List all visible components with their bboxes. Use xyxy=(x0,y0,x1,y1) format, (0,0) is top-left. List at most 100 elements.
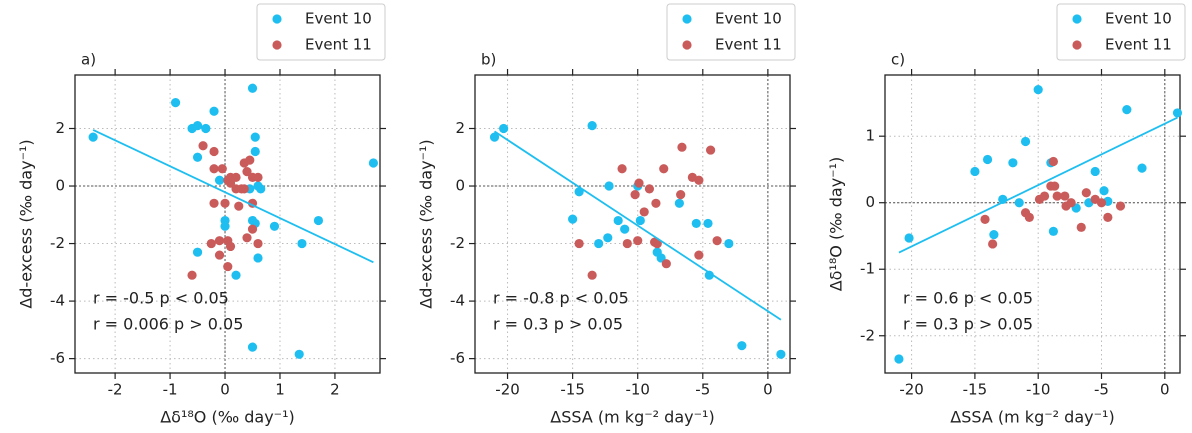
point xyxy=(269,221,280,231)
point xyxy=(651,198,661,208)
point xyxy=(209,164,219,174)
point xyxy=(192,247,203,257)
panel-label: b) xyxy=(481,51,496,69)
point xyxy=(1066,198,1076,208)
y-tick-label: 2 xyxy=(455,119,465,137)
point xyxy=(1048,156,1058,167)
plot-frame xyxy=(884,74,1181,374)
point xyxy=(594,238,604,249)
point xyxy=(1115,201,1126,211)
point xyxy=(250,132,260,142)
point xyxy=(1137,163,1147,173)
legend-label: Event 11 xyxy=(1105,36,1172,54)
y-tick-label: -2 xyxy=(860,326,875,344)
point xyxy=(489,132,500,142)
point xyxy=(225,178,236,188)
point xyxy=(253,253,263,263)
x-tick-label: 0 xyxy=(1160,381,1170,399)
point xyxy=(982,154,993,165)
point xyxy=(297,238,307,249)
legend-label: Event 11 xyxy=(715,36,782,54)
y-axis-label: Δδ¹⁸O (‰ day⁻¹) xyxy=(827,157,846,292)
point xyxy=(604,181,614,191)
point xyxy=(217,164,227,174)
y-tick-label: 1 xyxy=(865,127,875,145)
point xyxy=(894,354,904,364)
y-axis-label: Δd-excess (‰ day⁻¹) xyxy=(417,139,436,308)
point xyxy=(499,123,509,134)
x-axis-label: Δδ¹⁸O (‰ day⁻¹) xyxy=(160,408,295,427)
fit-line xyxy=(494,130,782,321)
x-tick-label: -10 xyxy=(1026,381,1051,399)
point xyxy=(247,342,258,352)
point xyxy=(1014,198,1024,208)
point xyxy=(661,259,671,269)
point xyxy=(1060,191,1070,201)
point xyxy=(587,121,597,131)
y-tick-label: 0 xyxy=(865,193,875,211)
point xyxy=(904,233,914,243)
point xyxy=(980,214,990,224)
point xyxy=(1103,212,1113,222)
panel-label: c) xyxy=(891,51,905,69)
point xyxy=(245,155,255,165)
point xyxy=(674,198,684,208)
point xyxy=(198,141,208,151)
point xyxy=(209,198,219,208)
point xyxy=(201,123,211,134)
point xyxy=(1172,108,1183,118)
plot-frame xyxy=(474,74,791,374)
legend-box xyxy=(666,3,796,61)
point xyxy=(568,214,578,224)
y-tick-label: -6 xyxy=(450,349,465,367)
y-tick-label: -4 xyxy=(450,292,465,310)
point xyxy=(587,270,597,280)
x-tick-label: -15 xyxy=(560,381,585,399)
legend-label: Event 11 xyxy=(305,36,372,54)
annotation: r = 0.006 p > 0.05 xyxy=(93,315,243,334)
point xyxy=(724,238,734,249)
y-tick-label: 0 xyxy=(455,177,465,195)
legend-marker xyxy=(682,40,692,50)
point xyxy=(209,106,219,116)
point xyxy=(368,158,379,168)
y-tick-label: -2 xyxy=(450,234,465,252)
point xyxy=(1024,212,1034,222)
point xyxy=(225,241,236,252)
x-axis-label: ΔSSA (m kg⁻² day⁻¹) xyxy=(950,408,1114,427)
point xyxy=(231,172,241,183)
point xyxy=(1096,198,1107,208)
point xyxy=(239,184,249,194)
point xyxy=(214,236,225,246)
point xyxy=(187,270,197,280)
point xyxy=(634,178,644,188)
point xyxy=(603,233,613,243)
legend-marker xyxy=(1072,40,1082,50)
point xyxy=(704,270,714,280)
legend-label: Event 10 xyxy=(1105,10,1172,28)
x-tick-label: -1 xyxy=(163,381,178,399)
y-tick-label: -6 xyxy=(50,349,65,367)
x-tick-label: 0 xyxy=(763,381,773,399)
point xyxy=(253,172,263,183)
x-tick-label: -20 xyxy=(495,381,520,399)
x-tick-label: 2 xyxy=(330,381,340,399)
x-tick-label: -5 xyxy=(695,381,710,399)
point xyxy=(214,250,225,260)
point xyxy=(242,233,252,243)
point xyxy=(1090,166,1100,177)
fit-line xyxy=(898,116,1178,254)
point xyxy=(694,250,704,260)
point xyxy=(1099,186,1109,196)
point xyxy=(206,238,216,249)
legend-marker xyxy=(272,40,282,50)
legend-label: Event 10 xyxy=(715,10,782,28)
y-tick-label: 2 xyxy=(55,119,65,137)
point xyxy=(250,146,260,157)
x-tick-label: 0 xyxy=(220,381,230,399)
point xyxy=(220,198,230,208)
point xyxy=(247,224,258,234)
point xyxy=(620,224,630,234)
